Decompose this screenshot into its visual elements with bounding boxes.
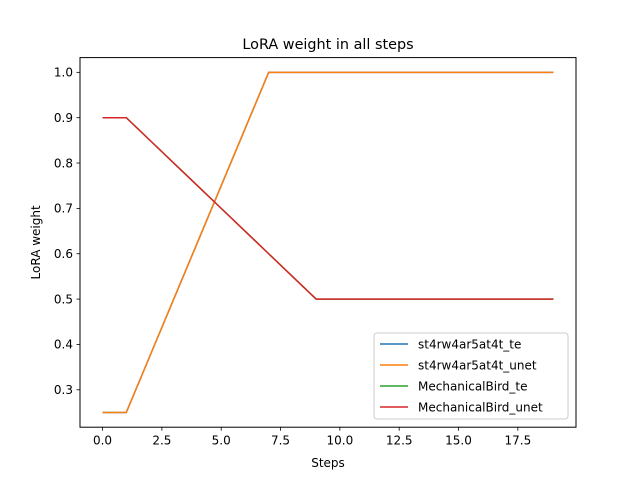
x-tick-label: 12.5 — [386, 434, 413, 448]
legend: st4rw4ar5at4t_te st4rw4ar5at4t_unet Mechan… — [373, 332, 569, 420]
x-axis-label: Steps — [311, 456, 345, 470]
y-tick-label: 0.3 — [54, 383, 73, 397]
series-line-3 — [102, 116, 554, 300]
chart-title: LoRA weight in all steps — [242, 37, 413, 53]
legend-box — [373, 332, 569, 420]
y-tick-label: 0.7 — [54, 202, 73, 216]
y-axis: 0.3 0.4 0.5 0.6 0.7 0.8 0.9 1.0 — [54, 66, 80, 397]
y-tick-label: 0.4 — [54, 338, 73, 352]
x-tick-label: 17.5 — [504, 434, 531, 448]
series-layer — [102, 71, 554, 414]
y-tick-label: 1.0 — [54, 66, 73, 80]
y-tick-label: 0.6 — [54, 247, 73, 261]
y-tick-label: 0.5 — [54, 292, 73, 306]
x-tick-label: 15.0 — [445, 434, 472, 448]
x-tick-label: 7.5 — [271, 434, 290, 448]
series-line-1 — [102, 71, 554, 414]
x-tick-label: 5.0 — [212, 434, 231, 448]
legend-label-3: MechanicalBird_unet — [418, 400, 543, 414]
legend-label-2: MechanicalBird_te — [418, 379, 528, 393]
x-tick-label: 0.0 — [93, 434, 112, 448]
plot-area — [79, 57, 577, 428]
x-axis: 0.0 2.5 5.0 7.5 10.0 12.5 15.0 17.5 — [93, 427, 531, 448]
x-tick-label: 2.5 — [152, 434, 171, 448]
x-tick-label: 10.0 — [327, 434, 354, 448]
y-tick-label: 0.9 — [54, 111, 73, 125]
y-tick-label: 0.8 — [54, 156, 73, 170]
y-axis-label: LoRA weight — [29, 205, 43, 279]
legend-label-0: st4rw4ar5at4t_te — [418, 337, 521, 351]
legend-label-1: st4rw4ar5at4t_unet — [418, 358, 537, 372]
plot-frame — [79, 57, 577, 428]
